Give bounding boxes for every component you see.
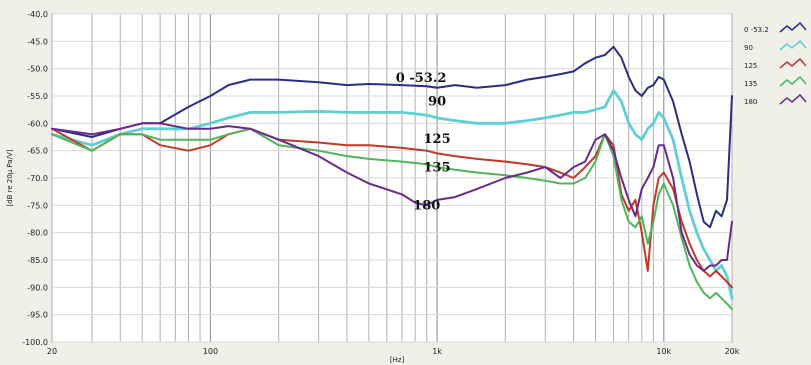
legend-entry-label: 135	[744, 80, 757, 88]
x-tick-label: 1k	[432, 347, 442, 356]
y-tick-label: -80.0	[27, 229, 48, 238]
series-label-180: 180	[413, 199, 440, 214]
series-line-135	[51, 127, 733, 311]
x-tick-label: 20	[47, 347, 57, 356]
y-tick-label: -45.0	[27, 37, 48, 46]
y-tick-label: -55.0	[27, 92, 48, 101]
y-axis-label: [dB re 20μ Pa/V]	[6, 149, 14, 206]
legend: 0 -53.2 90 125 135 180	[744, 21, 807, 106]
legend-entry-swatch	[779, 75, 807, 87]
y-tick-label: -75.0	[27, 201, 48, 210]
series-label-0--53.2: 0 -53.2	[396, 71, 447, 86]
legend-entry-swatch	[779, 93, 807, 105]
y-tick-label: -90.0	[27, 283, 48, 292]
legend-entry-swatch	[779, 21, 807, 33]
series-line-0--53.2	[51, 45, 733, 229]
legend-entry-label: 90	[744, 44, 753, 52]
legend-entry-label: 0 -53.2	[744, 26, 769, 34]
y-tick-label: -70.0	[27, 174, 48, 183]
y-tick-label: -95.0	[27, 311, 48, 320]
x-tick-label: 100	[203, 347, 218, 356]
x-tick-label: 20k	[725, 347, 740, 356]
axes: -40.0 -45.0 -50.0 -55.0 -60.0 -65.0 -70.0 -75.0…	[6, 10, 740, 364]
legend-entry-swatch	[779, 57, 807, 69]
series-label-135: 135	[424, 160, 451, 175]
x-axis-label: [Hz]	[390, 356, 405, 364]
y-tick-label: -60.0	[27, 119, 48, 128]
y-tick-label: -65.0	[27, 147, 48, 156]
series-line-180	[51, 122, 733, 272]
y-tick-label: -50.0	[27, 65, 48, 74]
x-tick-label: 10k	[656, 347, 671, 356]
series-label-90: 90	[428, 95, 446, 110]
y-tick-label: -85.0	[27, 256, 48, 265]
series-labels: 0 -53.2 90 125 135 180	[396, 71, 451, 213]
series-label-125: 125	[424, 132, 451, 147]
y-tick-label: -40.0	[27, 10, 48, 19]
legend-entry-label: 125	[744, 62, 757, 70]
series-lines	[50, 45, 734, 311]
legend-entry-swatch	[779, 39, 807, 51]
y-tick-label: -100.0	[22, 338, 48, 347]
legend-entry-label: 180	[744, 98, 757, 106]
series-line-90	[50, 89, 734, 300]
grid	[51, 13, 733, 343]
